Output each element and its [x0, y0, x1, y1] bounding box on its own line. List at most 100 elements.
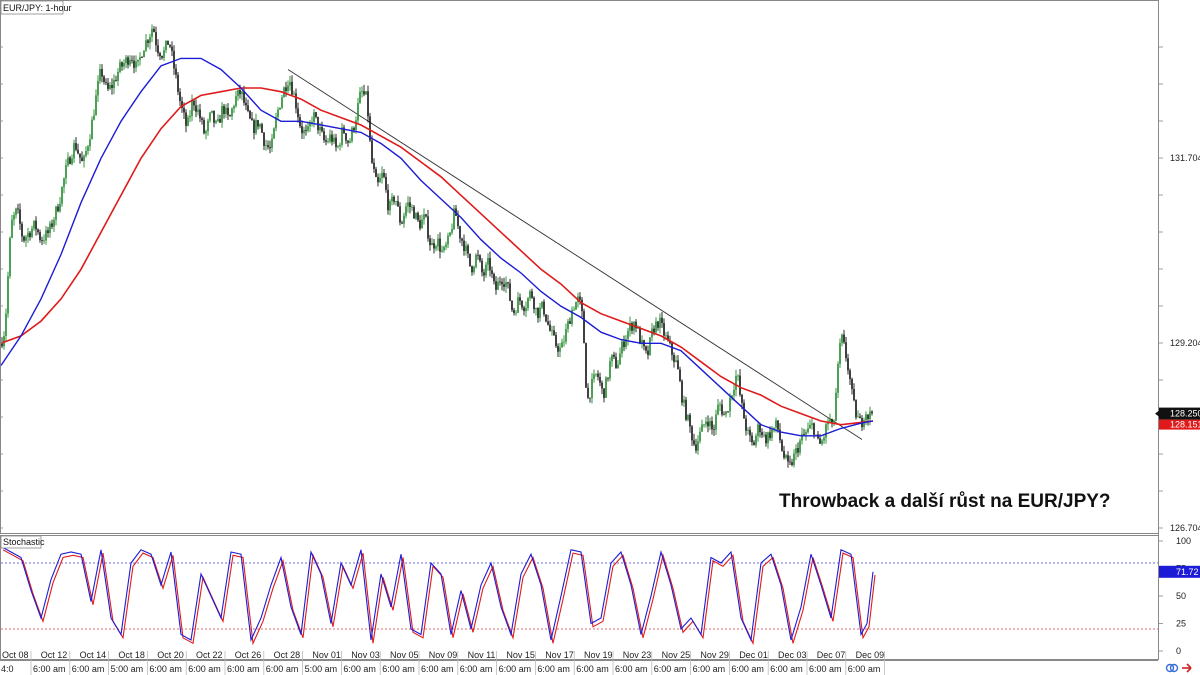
candle-body	[83, 155, 85, 162]
candle-body	[611, 354, 613, 362]
candle-body	[29, 232, 31, 237]
candle-body	[407, 202, 409, 207]
price-tick-label: 131.704	[1170, 153, 1200, 163]
candle-body	[439, 238, 441, 252]
candle-body	[221, 106, 223, 123]
candle-body	[217, 119, 219, 121]
candle-body	[555, 334, 557, 347]
candle-body	[19, 209, 21, 224]
candle-body	[317, 116, 319, 131]
candle-body	[789, 461, 791, 463]
candle-body	[241, 91, 243, 95]
candle-body	[35, 220, 37, 230]
candle-body	[77, 149, 79, 154]
candle-body	[133, 60, 135, 68]
candle-body	[197, 109, 199, 112]
candle-body	[775, 420, 777, 428]
candle-body	[375, 168, 377, 177]
time-tick-sublabel: 6:00 am	[149, 664, 182, 674]
candle-body	[391, 196, 393, 202]
candle-body	[723, 414, 725, 416]
candle-body	[373, 162, 375, 169]
candle-body	[593, 374, 595, 379]
candle-body	[71, 158, 73, 164]
candle-body	[519, 297, 521, 301]
candle-body	[25, 236, 27, 241]
candle-body	[319, 127, 321, 131]
time-tick-label: Oct 18	[118, 650, 145, 660]
candle-body	[145, 40, 147, 51]
candle-body	[111, 84, 113, 89]
candle-body	[151, 28, 153, 37]
candle-body	[501, 281, 503, 285]
candle-body	[343, 127, 345, 134]
candle-body	[5, 313, 7, 337]
candle-body	[395, 201, 397, 202]
candle-body	[269, 147, 271, 149]
candle-body	[665, 335, 667, 337]
candle-body	[223, 106, 225, 114]
candle-body	[701, 424, 703, 432]
candle-body	[41, 240, 43, 242]
time-tick-sublabel: 6:00 am	[266, 664, 299, 674]
candle-body	[183, 107, 185, 113]
candle-body	[11, 219, 13, 238]
candle-body	[237, 89, 239, 97]
candle-body	[215, 120, 217, 123]
candle-body	[749, 429, 751, 436]
candle-body	[47, 230, 49, 234]
candle-body	[805, 432, 807, 435]
candle-body	[449, 232, 451, 236]
candle-body	[579, 296, 581, 300]
chart-title: EUR/JPY: 1-hour	[3, 3, 72, 13]
stochastic-current-tag	[1159, 565, 1200, 578]
candle-body	[287, 85, 289, 91]
candle-body	[401, 222, 403, 224]
time-tick-label: Nov 17	[545, 650, 574, 660]
candle-body	[259, 124, 261, 127]
time-tick-label: Nov 25	[662, 650, 691, 660]
candle-body	[463, 240, 465, 252]
candle-body	[771, 429, 773, 439]
candle-body	[799, 440, 801, 453]
candle-body	[731, 395, 733, 398]
candle-body	[73, 143, 75, 159]
stochastic-label-box	[0, 535, 42, 549]
candle-body	[443, 246, 445, 251]
time-tick-label: Nov 19	[584, 650, 613, 660]
candle-body	[329, 134, 331, 142]
candle-body	[815, 434, 817, 436]
candle-body	[615, 356, 617, 369]
candle-body	[591, 378, 593, 398]
candle-body	[163, 50, 165, 58]
candle-body	[201, 118, 203, 121]
candle-body	[261, 124, 263, 133]
candle-body	[351, 127, 353, 142]
candle-body	[717, 404, 719, 415]
candle-body	[137, 59, 139, 62]
candle-body	[487, 258, 489, 265]
candle-body	[853, 388, 855, 401]
candle-body	[125, 57, 127, 64]
candle-body	[105, 81, 107, 83]
candle-body	[131, 59, 133, 61]
candle-body	[291, 81, 293, 95]
time-tick-label: Nov 01	[312, 650, 341, 660]
candle-body	[507, 282, 509, 284]
candle-body	[321, 127, 323, 132]
trendline[interactable]	[287, 69, 863, 440]
candle-body	[467, 245, 469, 254]
candle-body	[747, 429, 749, 431]
candle-body	[513, 309, 515, 313]
candle-body	[255, 120, 257, 134]
sync-icon[interactable]	[1165, 663, 1179, 673]
candle-body	[169, 44, 171, 47]
stochastic-tick-label: 50	[1176, 591, 1186, 601]
time-tick-label: Oct 08	[2, 650, 29, 660]
arrow-icon[interactable]	[1182, 663, 1192, 673]
time-tick-label: Oct 20	[157, 650, 184, 660]
candle-body	[605, 377, 607, 398]
candle-body	[793, 453, 795, 465]
candle-body	[575, 302, 577, 310]
